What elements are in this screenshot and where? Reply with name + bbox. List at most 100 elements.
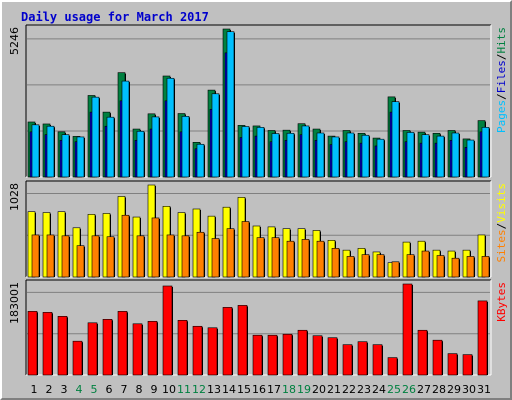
x-tick-label: 20	[312, 383, 326, 396]
bar-sites-day-29	[451, 257, 460, 278]
bar-pages-day-9	[151, 116, 160, 178]
bar-kbytes-day-18	[282, 333, 293, 376]
x-tick-label: 12	[192, 383, 206, 396]
bar-pages-day-11	[181, 116, 190, 178]
bar-pages-day-24	[376, 138, 385, 178]
bar-pages-day-6	[106, 116, 115, 178]
bar-kbytes-day-19	[297, 329, 308, 376]
bar-pages-day-14	[226, 31, 235, 178]
y-max-label: 5246	[8, 27, 21, 55]
bar-pages-day-16	[256, 127, 265, 178]
bar-pages-day-21	[331, 136, 340, 178]
bar-sites-day-18	[286, 240, 295, 278]
bar-kbytes-day-28	[432, 339, 443, 376]
bar-pages-day-15	[241, 126, 250, 178]
bar-kbytes-day-17	[267, 334, 278, 376]
bar-kbytes-day-15	[237, 305, 248, 376]
bar-kbytes-day-31	[477, 300, 488, 376]
x-tick-label: 23	[357, 383, 371, 396]
legend-entry: /	[495, 54, 508, 61]
bar-sites-day-8	[136, 235, 145, 278]
bar-sites-day-5	[91, 235, 100, 278]
x-tick-label: 19	[297, 383, 311, 396]
x-tick-label: 28	[432, 383, 446, 396]
bar-kbytes-day-12	[192, 325, 203, 376]
x-tick-label: 16	[252, 383, 266, 396]
bar-kbytes-day-11	[177, 320, 188, 376]
x-tick-label: 7	[121, 383, 128, 396]
legend-hits-files-pages: Pages/Files/Hits	[495, 27, 508, 133]
bar-pages-day-4	[76, 136, 85, 178]
bar-pages-day-8	[136, 130, 145, 178]
bar-kbytes-day-6	[102, 319, 113, 376]
x-tick-label: 15	[237, 383, 251, 396]
bar-sites-day-6	[106, 236, 115, 278]
bar-pages-day-13	[211, 93, 220, 178]
bar-sites-day-19	[301, 239, 310, 278]
bar-pages-day-25	[391, 101, 400, 178]
legend-entry: /	[495, 93, 508, 100]
x-tick-label: 11	[177, 383, 191, 396]
bar-kbytes-day-16	[252, 334, 263, 376]
x-tick-label: 27	[417, 383, 431, 396]
bar-sites-day-12	[196, 231, 205, 278]
bar-sites-day-3	[61, 235, 70, 278]
x-tick-label: 31	[477, 383, 491, 396]
bar-kbytes-day-25	[387, 357, 398, 376]
bar-kbytes-day-3	[57, 316, 68, 376]
x-tick-label: 5	[91, 383, 98, 396]
bar-pages-day-19	[301, 125, 310, 178]
bar-kbytes-day-8	[132, 323, 143, 376]
bar-sites-day-16	[256, 237, 265, 278]
legend-visits-sites: Sites/Visits	[495, 183, 508, 263]
bar-kbytes-day-29	[447, 353, 458, 376]
bar-sites-day-30	[466, 256, 475, 278]
bar-pages-day-28	[436, 135, 445, 178]
bar-kbytes-day-7	[117, 311, 128, 376]
y-max-label: 183001	[8, 282, 21, 324]
bar-pages-day-23	[361, 134, 370, 178]
bar-pages-day-29	[451, 132, 460, 178]
bar-sites-day-20	[316, 240, 325, 278]
bar-sites-day-26	[406, 254, 415, 278]
x-tick-label: 21	[327, 383, 341, 396]
x-tick-label: 18	[282, 383, 296, 396]
bar-sites-day-24	[376, 254, 385, 278]
legend-entry: Visits	[495, 183, 508, 223]
bar-visits-day-31	[477, 234, 486, 278]
bar-kbytes-day-14	[222, 307, 233, 376]
x-tick-label: 24	[372, 383, 386, 396]
bar-sites-day-28	[436, 255, 445, 278]
bar-pages-day-10	[166, 77, 175, 178]
bar-kbytes-day-23	[357, 341, 368, 376]
bar-pages-day-31	[481, 127, 490, 178]
bar-sites-day-23	[361, 254, 370, 278]
bar-sites-day-27	[421, 250, 430, 278]
bar-pages-day-2	[46, 125, 55, 178]
bar-sites-day-11	[181, 235, 190, 278]
x-tick-label: 4	[76, 383, 83, 396]
bar-pages-day-17	[271, 133, 280, 178]
y-max-label: 1028	[8, 183, 21, 211]
x-tick-label: 26	[402, 383, 416, 396]
bar-kbytes-day-4	[72, 340, 83, 376]
bar-kbytes-day-21	[327, 337, 338, 376]
bar-pages-day-20	[316, 132, 325, 178]
legend-entry: Sites	[495, 229, 508, 262]
bar-sites-day-13	[211, 238, 220, 278]
legend-entry: KBytes	[495, 282, 508, 322]
bar-kbytes-day-5	[87, 322, 98, 376]
x-tick-label: 13	[207, 383, 221, 396]
bar-pages-day-1	[31, 124, 40, 178]
x-tick-label: 22	[342, 383, 356, 396]
bar-pages-day-27	[421, 134, 430, 178]
bar-sites-day-17	[271, 237, 280, 278]
x-tick-label: 30	[462, 383, 476, 396]
bar-sites-day-31	[481, 256, 490, 278]
bar-pages-day-3	[61, 134, 70, 178]
bar-kbytes-day-10	[162, 285, 173, 376]
bar-kbytes-day-2	[42, 312, 53, 376]
legend-entry: Files	[495, 60, 508, 93]
bar-sites-day-21	[331, 248, 340, 278]
x-tick-label: 2	[46, 383, 53, 396]
